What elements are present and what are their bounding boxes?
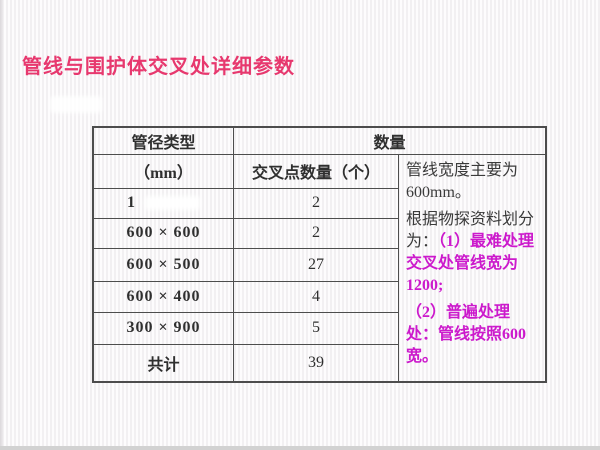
- table-unit-row: （mm） 交叉点数量（个） 管线宽度主要为600mm。 根据物探资料划分为：（1…: [92, 153, 547, 383]
- watermark-smudge: [50, 96, 102, 113]
- pipeline-crossing-table: 管径类型 数量 （mm） 交叉点数量（个） 管线宽度主要为600mm。 根据物探…: [92, 126, 547, 383]
- note-line-width: 管线宽度主要为600mm。: [406, 161, 519, 201]
- header-cell-quantity: 数量: [233, 126, 547, 155]
- cell-count: 2: [233, 187, 399, 219]
- cell-pipe-type: 600 × 400: [92, 280, 234, 313]
- unit-cell-cross-count: 交叉点数量（个）: [233, 153, 399, 189]
- note-line-classification: 根据物探资料划分为：（1）最难处理交叉处管线宽为1200;: [406, 209, 541, 297]
- slide-left-edge: [0, 0, 3, 450]
- note-classification-prefix: 根据物探资料划分为：: [406, 210, 535, 250]
- cell-count: 5: [233, 311, 399, 345]
- table-row: 1 2: [92, 187, 546, 219]
- note-cell: 管线宽度主要为600mm。 根据物探资料划分为：（1）最难处理交叉处管线宽为12…: [398, 153, 547, 383]
- header-cell-pipe-type: 管径类型: [92, 126, 234, 155]
- cell-pipe-type: 300 × 900: [92, 311, 234, 345]
- cell-pipe-type: 600 × 500: [92, 247, 234, 282]
- note-classification-case1: （1）最难处理交叉处管线宽为1200;: [406, 232, 535, 294]
- slide-bottom-edge: [0, 446, 600, 450]
- table-total-row: 共计 39: [92, 343, 546, 383]
- page-title: 管线与围护体交叉处详细参数: [22, 56, 295, 78]
- cell-pipe-type: 600 × 600: [92, 217, 234, 249]
- unit-cell-mm: （mm）: [92, 153, 234, 189]
- erased-text-smudge: [145, 196, 200, 211]
- cell-pipe-type: 1: [92, 187, 234, 219]
- table-row: 600 × 500 27: [92, 247, 546, 282]
- table-header-row: 管径类型 数量: [92, 126, 547, 155]
- table-row: 600 × 400 4: [92, 280, 546, 313]
- pipe-type-value: 1: [127, 194, 135, 211]
- cell-total-label: 共计: [92, 343, 234, 383]
- note-classification-case2: （2）普遍处理处：管线按照600宽。: [406, 303, 527, 365]
- cell-count: 2: [233, 217, 399, 249]
- cell-count: 27: [233, 247, 399, 282]
- cell-total-value: 39: [233, 343, 399, 383]
- table-row: 300 × 900 5: [92, 311, 546, 345]
- cell-count: 4: [233, 280, 399, 313]
